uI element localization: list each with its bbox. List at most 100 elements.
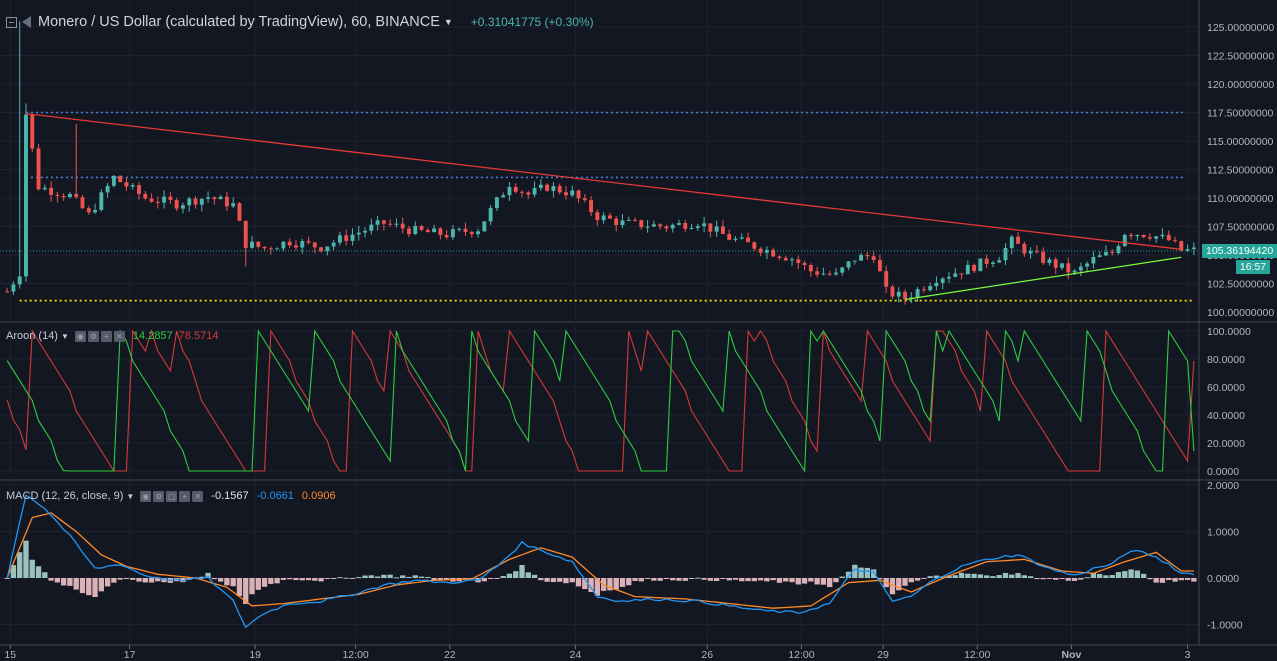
candle-body[interactable] [670, 224, 675, 229]
candle-body[interactable] [432, 228, 437, 233]
candle-body[interactable] [187, 198, 192, 206]
candle-body[interactable] [626, 219, 631, 221]
candle-body[interactable] [984, 258, 989, 264]
candle-body[interactable] [664, 226, 669, 229]
candle-body[interactable] [86, 208, 91, 213]
candle-body[interactable] [407, 228, 411, 235]
candle-body[interactable] [953, 273, 958, 277]
candle-body[interactable] [501, 195, 506, 198]
candle-body[interactable] [871, 256, 876, 260]
candle-body[interactable] [790, 259, 794, 261]
candle-body[interactable] [74, 193, 79, 198]
candle-body[interactable] [532, 187, 537, 195]
candle-body[interactable] [250, 241, 254, 248]
candle-body[interactable] [111, 175, 116, 186]
candle-body[interactable] [413, 226, 418, 235]
candle-body[interactable] [287, 241, 292, 246]
candle-body[interactable] [551, 186, 556, 191]
candle-body[interactable] [444, 234, 449, 238]
candle-body[interactable] [237, 203, 242, 221]
symbol-title[interactable]: Monero / US Dollar (calculated by Tradin… [38, 14, 440, 30]
chevron-down-icon[interactable]: ▼ [126, 491, 135, 501]
aroon-up-line[interactable] [6, 329, 1195, 473]
candle-body[interactable] [595, 212, 600, 221]
candle-body[interactable] [1085, 263, 1090, 267]
candle-body[interactable] [702, 223, 707, 227]
candle-body[interactable] [513, 187, 518, 192]
aroon-label[interactable]: Aroon (14) [6, 330, 58, 342]
candle-body[interactable] [940, 278, 945, 283]
candle-body[interactable] [1135, 234, 1140, 237]
candle-body[interactable] [36, 148, 41, 190]
candle-body[interactable] [1191, 247, 1196, 250]
candle-body[interactable] [538, 184, 543, 188]
candle-body[interactable] [859, 254, 864, 261]
candle-body[interactable] [827, 273, 832, 275]
candle-body[interactable] [695, 226, 700, 228]
candle-body[interactable] [727, 233, 732, 240]
candle-body[interactable] [884, 271, 889, 287]
candle-body[interactable] [1166, 234, 1171, 241]
candle-body[interactable] [796, 259, 801, 264]
candle-body[interactable] [1060, 263, 1064, 268]
candle-body[interactable] [149, 198, 154, 202]
candle-body[interactable] [1028, 251, 1033, 254]
candle-body[interactable] [105, 185, 110, 193]
candle-body[interactable] [852, 260, 857, 262]
candle-body[interactable] [639, 220, 644, 228]
candle-body[interactable] [319, 247, 324, 252]
candle-body[interactable] [959, 273, 964, 275]
candle-body[interactable] [1047, 259, 1052, 263]
candle-body[interactable] [30, 114, 35, 149]
add-icon[interactable]: + [179, 490, 191, 502]
descending-trendline[interactable] [25, 112, 1182, 250]
candle-body[interactable] [199, 198, 204, 205]
candle-body[interactable] [331, 242, 336, 247]
ascending-trendline[interactable] [904, 256, 1182, 301]
price-pane[interactable] [0, 21, 1199, 305]
candle-body[interactable] [564, 192, 568, 196]
candle-body[interactable] [1122, 234, 1127, 247]
candle-body[interactable] [80, 197, 85, 209]
candle-body[interactable] [130, 185, 135, 187]
candle-body[interactable] [350, 234, 355, 241]
candle-body[interactable] [55, 194, 60, 196]
candle-body[interactable] [469, 231, 474, 235]
candle-body[interactable] [764, 249, 769, 253]
candle-body[interactable] [450, 229, 455, 238]
candle-body[interactable] [375, 220, 380, 225]
candle-body[interactable] [733, 238, 738, 240]
candle-body[interactable] [758, 248, 763, 253]
macd-pane[interactable] [4, 494, 1197, 629]
candle-body[interactable] [281, 241, 286, 249]
candle-body[interactable] [1179, 241, 1184, 251]
candle-body[interactable] [168, 196, 173, 201]
candle-body[interactable] [683, 223, 688, 229]
candle-body[interactable] [325, 246, 330, 252]
candle-body[interactable] [708, 223, 713, 232]
candle-body[interactable] [752, 242, 757, 249]
candle-body[interactable] [99, 192, 104, 211]
candle-body[interactable] [93, 210, 97, 213]
candle-body[interactable] [1097, 255, 1102, 257]
candle-body[interactable] [614, 218, 619, 226]
candle-body[interactable] [1110, 252, 1115, 254]
candle-body[interactable] [206, 197, 211, 199]
candle-body[interactable] [1104, 252, 1108, 256]
candle-body[interactable] [601, 215, 606, 221]
candle-body[interactable] [1078, 266, 1083, 271]
candle-body[interactable] [49, 187, 54, 195]
candle-body[interactable] [306, 241, 311, 243]
candle-body[interactable] [865, 254, 870, 257]
close-icon[interactable]: ✕ [192, 490, 204, 502]
candle-body[interactable] [1147, 237, 1152, 239]
candle-body[interactable] [877, 259, 882, 272]
candle-body[interactable] [915, 289, 920, 298]
candle-body[interactable] [965, 264, 970, 275]
candle-body[interactable] [137, 185, 141, 194]
candle-body[interactable] [162, 196, 167, 203]
candle-body[interactable] [520, 191, 524, 193]
candle-body[interactable] [620, 220, 625, 226]
collapse-icon[interactable] [6, 16, 17, 28]
candle-body[interactable] [607, 215, 612, 219]
